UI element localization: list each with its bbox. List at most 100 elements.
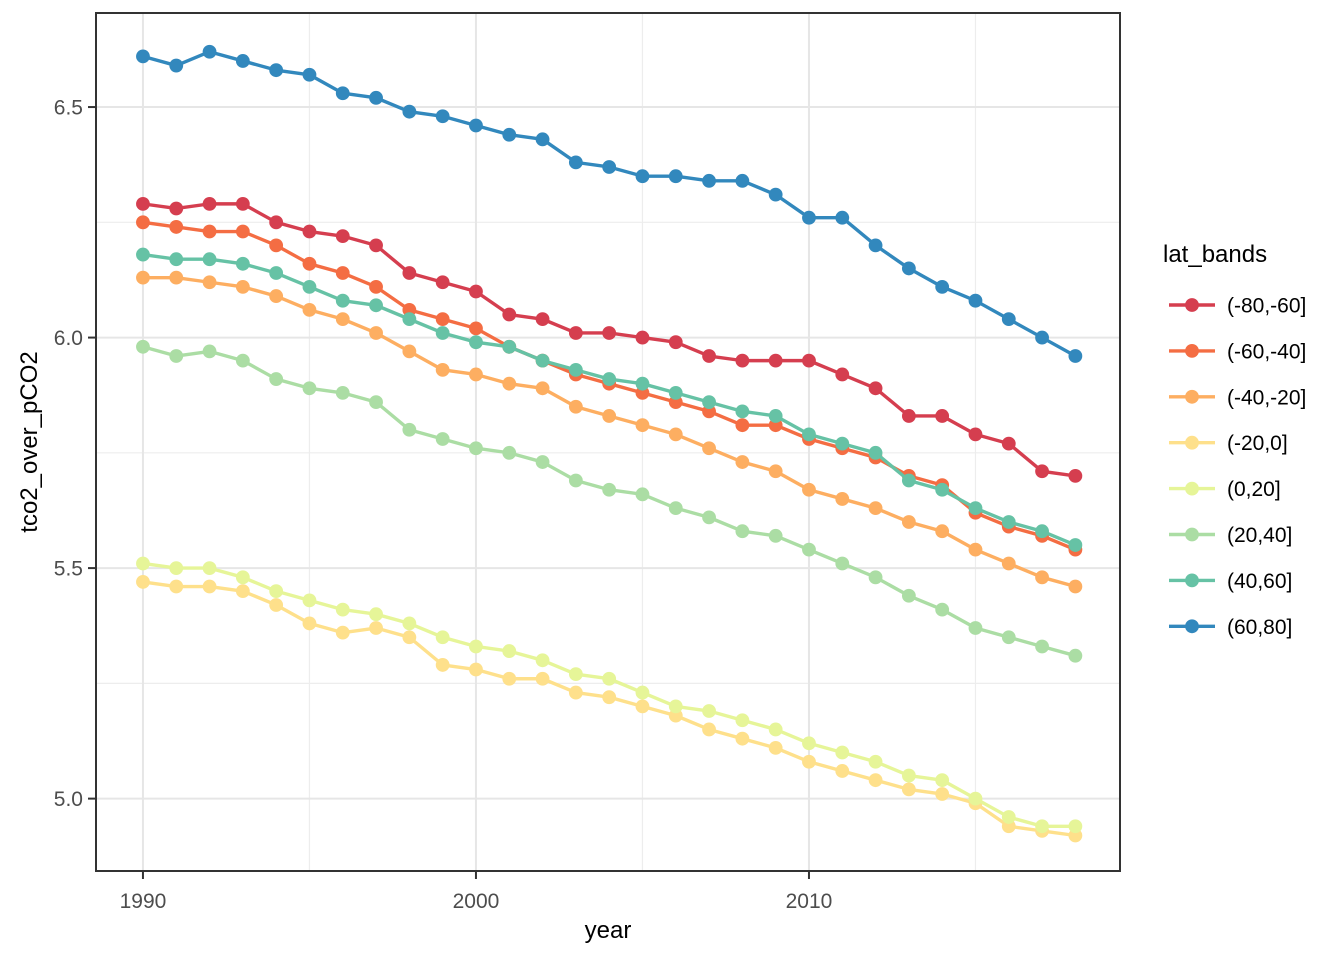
- legend-key-dot: [1185, 527, 1199, 542]
- data-point: [469, 662, 483, 677]
- legend-label: (0,20]: [1227, 478, 1281, 501]
- data-point: [968, 427, 983, 442]
- x-tick-label: 2000: [453, 890, 500, 913]
- data-point: [469, 321, 483, 336]
- data-point: [302, 381, 317, 396]
- data-point: [835, 436, 850, 451]
- series-line: [141, 580, 1078, 838]
- data-point: [335, 312, 350, 327]
- data-point: [1035, 464, 1049, 479]
- data-point: [1001, 312, 1016, 327]
- legend-entry: (20,40]: [1169, 524, 1292, 547]
- data-point: [635, 169, 650, 184]
- data-point: [469, 367, 483, 382]
- data-point: [335, 625, 350, 640]
- data-point: [835, 367, 850, 382]
- data-point: [302, 67, 317, 82]
- data-point: [602, 372, 617, 386]
- data-point: [269, 598, 284, 612]
- data-point: [235, 570, 250, 585]
- legend-label: (-40,-20]: [1227, 386, 1306, 409]
- data-point: [702, 395, 716, 410]
- data-point: [435, 362, 450, 377]
- data-point: [169, 58, 184, 73]
- data-point: [335, 293, 350, 308]
- legend-entry: (0,20]: [1169, 478, 1281, 501]
- legend: lat_bands (-80,-60] (-60,-40] (-40,-20] (-2…: [1163, 241, 1306, 639]
- data-point: [602, 482, 617, 497]
- data-point: [335, 86, 350, 101]
- data-point: [868, 773, 883, 788]
- data-point: [202, 44, 217, 59]
- x-axis-title: year: [585, 917, 632, 944]
- data-point: [502, 671, 517, 686]
- data-point: [568, 155, 583, 170]
- legend-entry: (-20,0]: [1169, 432, 1288, 455]
- data-point: [302, 224, 317, 239]
- data-point: [169, 220, 184, 234]
- data-point: [169, 579, 184, 594]
- data-point: [868, 754, 883, 769]
- legend-key-dot: [1185, 619, 1199, 634]
- data-point: [935, 602, 950, 617]
- data-point: [1001, 630, 1016, 645]
- data-point: [335, 266, 350, 280]
- data-point: [202, 579, 217, 594]
- data-point: [568, 399, 583, 414]
- data-point: [802, 482, 816, 497]
- y-tick-label: 6.5: [54, 97, 83, 120]
- data-point: [136, 49, 150, 64]
- data-point: [668, 699, 683, 714]
- data-point: [802, 210, 816, 225]
- data-point: [136, 247, 150, 262]
- series (60,80]: [136, 44, 1083, 363]
- data-point: [768, 741, 783, 755]
- legend-label: (-20,0]: [1227, 432, 1288, 455]
- panel-border: [95, 12, 1121, 872]
- data-point: [968, 621, 983, 635]
- data-point: [968, 501, 983, 516]
- data-point: [1001, 556, 1016, 571]
- data-point: [935, 279, 950, 294]
- data-point: [768, 353, 783, 368]
- data-point: [935, 524, 950, 539]
- data-point: [735, 173, 750, 188]
- data-point: [369, 279, 383, 294]
- data-point: [302, 279, 317, 294]
- data-point: [469, 118, 483, 133]
- y-tick-label: 6.0: [54, 327, 83, 350]
- data-point: [535, 455, 550, 469]
- data-point: [768, 528, 783, 543]
- data-point: [702, 173, 716, 188]
- data-point: [702, 441, 716, 456]
- data-point: [568, 473, 583, 488]
- data-point: [602, 326, 617, 340]
- data-point: [702, 722, 716, 737]
- data-point: [1001, 436, 1016, 451]
- series (-20,0]: [136, 575, 1083, 843]
- data-point: [668, 169, 683, 184]
- data-point: [602, 690, 617, 705]
- data-point: [369, 607, 383, 622]
- x-tick-label: 1990: [120, 890, 167, 913]
- data-point: [502, 644, 517, 658]
- data-point: [235, 224, 250, 239]
- data-point: [901, 588, 916, 603]
- data-point: [635, 376, 650, 391]
- legend-entry: (-60,-40]: [1169, 340, 1306, 363]
- series-line: [141, 50, 1078, 358]
- data-point: [202, 252, 217, 267]
- data-point: [269, 584, 284, 599]
- data-point: [901, 261, 916, 276]
- data-point: [768, 409, 783, 423]
- data-point: [735, 731, 750, 746]
- series-line: [141, 275, 1078, 589]
- data-point: [568, 362, 583, 377]
- data-point: [968, 542, 983, 557]
- data-point: [568, 667, 583, 682]
- data-point: [1001, 810, 1016, 824]
- legend-entry: (-80,-60]: [1169, 295, 1306, 318]
- data-point: [1068, 819, 1083, 834]
- data-point: [868, 570, 883, 585]
